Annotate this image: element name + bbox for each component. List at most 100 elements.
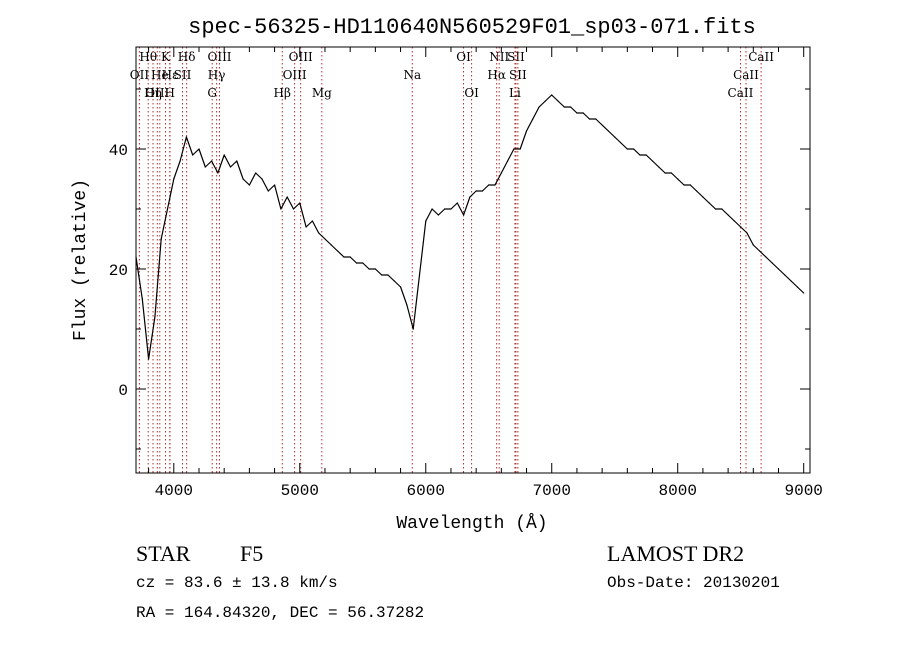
spectrum-point <box>217 172 219 174</box>
spectrum-point <box>633 148 635 150</box>
spectrum-point <box>324 238 326 240</box>
spectrum-point <box>601 124 603 126</box>
spectrum-point <box>588 118 591 120</box>
spectrum-point <box>645 154 647 156</box>
spectrum-point <box>507 160 509 162</box>
line-marker-label: OIII <box>145 86 169 100</box>
line-marker-label: CaII <box>748 50 774 64</box>
y-tick-label: 40 <box>109 142 128 160</box>
spectrum-point <box>425 220 427 222</box>
line-marker-label: Mg <box>312 86 332 100</box>
spectrum-point <box>267 190 269 192</box>
line-marker-label: K <box>161 50 171 64</box>
line-marker-label: OI <box>464 86 479 100</box>
spectrum-point <box>790 280 792 282</box>
spectrum-point <box>229 166 232 168</box>
spectrum-point <box>494 184 496 186</box>
spectrum-point <box>576 112 578 114</box>
spectrum-point <box>525 130 528 132</box>
spectrum-point <box>179 160 181 162</box>
spectrum-point <box>796 286 799 288</box>
line-marker-label: Li <box>509 86 521 100</box>
spectrum-point <box>456 202 458 204</box>
spectrum-point <box>343 256 345 258</box>
spectrum-point <box>274 184 276 186</box>
spectrum-point <box>311 220 313 222</box>
spectrum-point <box>381 274 383 276</box>
spectrum-point <box>551 94 553 96</box>
spectrum-point <box>318 232 320 234</box>
spectrum-point <box>400 286 402 288</box>
spectrum-point <box>740 226 742 228</box>
line-marker-label: G <box>207 86 217 100</box>
spectrum-point <box>362 262 364 264</box>
line-marker-label: Hθ <box>139 50 157 64</box>
line-marker-label: OIII <box>289 50 313 64</box>
spectrum-point <box>204 166 206 168</box>
spectrum-point <box>557 100 559 102</box>
spectrum-point <box>500 172 502 174</box>
spectrum-point <box>658 166 660 168</box>
spectrum-point <box>519 148 521 150</box>
spectrum-point <box>771 262 773 264</box>
spectrum-point <box>683 184 685 186</box>
line-marker-label: SII <box>509 68 527 82</box>
spectrum-point <box>211 160 213 162</box>
spectrum-point <box>160 238 162 240</box>
spectrum-point <box>355 262 358 264</box>
spectrum-point <box>670 172 673 174</box>
x-tick-label: 6000 <box>407 482 445 500</box>
line-marker-label: SII <box>174 68 192 82</box>
spectrum-point <box>463 214 465 216</box>
spectrum-point <box>626 148 628 150</box>
line-marker-label: CaII <box>728 86 754 100</box>
spectrum-point <box>784 274 786 276</box>
spectrum-point <box>714 208 717 210</box>
line-marker-label: Hε <box>162 68 179 82</box>
spectrum-point <box>185 136 187 138</box>
spectrum-point <box>752 244 754 246</box>
spectrum-point <box>651 160 654 162</box>
line-marker-label: Hγ <box>208 68 226 82</box>
spectrum-point <box>192 154 194 156</box>
spectrum-point <box>242 178 244 180</box>
line-marker-label: Hη <box>144 86 162 100</box>
spectrum-point <box>677 178 679 180</box>
spectrum-point <box>292 208 295 210</box>
line-marker-label: OIII <box>283 68 307 82</box>
spectrum-point <box>607 130 610 132</box>
x-tick-label: 5000 <box>281 482 319 500</box>
spectrum-point <box>469 196 471 198</box>
spectrum-point <box>803 292 805 294</box>
x-axis-label: Wavelength (Å) <box>396 513 547 534</box>
spectrum-point <box>614 136 616 138</box>
line-marker-label: CaII <box>733 68 759 82</box>
line-marker-label: NII <box>489 50 509 64</box>
spectrum-point <box>475 190 477 192</box>
line-marker-label: OII <box>130 68 150 82</box>
spectrum-line <box>135 94 805 360</box>
spectrum-point <box>393 280 395 282</box>
survey-name: LAMOST DR2 <box>607 541 745 566</box>
chart-title: spec-56325-HD110640N560529F01_sp03-071.f… <box>188 15 756 40</box>
spectrum-point <box>198 148 200 150</box>
spectrum-point <box>280 208 282 210</box>
y-axis: 0 20 40 <box>109 88 810 450</box>
spectrum-point <box>481 190 483 192</box>
line-marker-label: H <box>165 86 175 100</box>
spectrum-point <box>759 250 761 252</box>
spectrum-point <box>261 178 263 180</box>
spectrum-point <box>223 154 225 156</box>
spectrum-point <box>431 208 433 210</box>
spectrum-point <box>387 274 389 276</box>
spectrum-point <box>620 142 622 144</box>
y-axis-label: Flux (relative) <box>71 179 91 341</box>
y-tick-label: 20 <box>109 262 128 280</box>
spectrum-point <box>286 196 288 198</box>
spectrum-point <box>437 214 439 216</box>
spectrum-series <box>135 94 805 360</box>
spectrum-point <box>538 106 540 108</box>
spectrum-point <box>248 184 250 186</box>
spectrum-point <box>746 232 748 234</box>
